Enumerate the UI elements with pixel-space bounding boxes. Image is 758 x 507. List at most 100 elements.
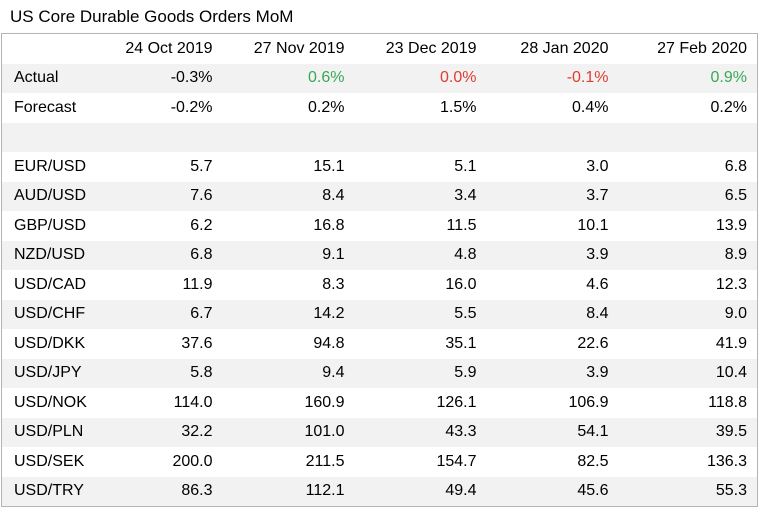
pair-label: NZD/USD [1,240,99,270]
pair-value: 14.2 [222,299,355,329]
pair-value: 4.8 [354,240,487,270]
forecast-value: -0.2% [170,98,213,116]
pair-value: 160.9 [304,393,345,411]
pair-value: 154.7 [436,452,477,470]
forecast-value: 0.4% [572,98,609,116]
pair-value: 86.3 [98,476,223,507]
column-header: 28 Jan 2020 [486,33,619,64]
forecast-value: 0.2% [710,98,747,116]
pair-value: 5.5 [354,299,487,329]
table-row: USD/SEK 200.0 211.5 154.7 82.5 136.3 [2,447,758,477]
pair-label: USD/TRY [1,476,99,507]
table-row: NZD/USD 6.8 9.1 4.8 3.9 8.9 [1,240,758,270]
pair-value: 6.7 [98,299,223,329]
header-row: 24 Oct 2019 27 Nov 2019 23 Dec 2019 28 J… [1,33,758,64]
pair-value: 5.9 [354,358,487,388]
pair-value: 106.9 [568,393,609,411]
pair-value: 9.1 [222,240,355,270]
pair-value: 3.7 [486,181,619,211]
spacer-cell [1,122,758,152]
pair-value: 136.3 [706,452,747,470]
pair-value: 4.6 [586,275,609,293]
page-title: US Core Durable Goods Orders MoM [10,7,294,26]
header-corner [1,33,99,64]
pair-value: 37.6 [181,334,213,352]
pair-label: USD/DKK [14,334,86,352]
column-header: 27 Feb 2020 [618,33,758,64]
pair-value: 200.0 [172,452,213,470]
pair-label: USD/SEK [14,452,85,470]
pair-value: 8.9 [618,240,758,270]
data-table: 24 Oct 2019 27 Nov 2019 23 Dec 2019 28 J… [1,33,758,507]
pair-value: 15.1 [313,157,345,175]
column-header: 23 Dec 2019 [354,33,487,64]
pair-value: 82.5 [577,452,609,470]
pair-value: 6.8 [724,157,747,175]
pair-value: 118.8 [708,393,747,411]
pair-value: 8.4 [222,181,355,211]
pair-value: 3.4 [354,181,487,211]
pair-value: 11.9 [182,275,213,293]
pair-value: 43.3 [354,417,487,447]
pair-label: AUD/USD [1,181,99,211]
pair-value: 8.3 [322,275,345,293]
pair-value: 45.6 [486,476,619,507]
table-row: USD/DKK 37.6 94.8 35.1 22.6 41.9 [2,329,758,359]
pair-value: 22.6 [577,334,609,352]
table-row: EUR/USD 5.7 15.1 5.1 3.0 6.8 [2,152,758,182]
pair-value: 114.0 [173,393,213,411]
pair-value: 126.1 [436,393,477,411]
actual-value: 0.0% [354,63,487,93]
pair-value: 3.9 [486,240,619,270]
actual-row: Actual -0.3% 0.6% 0.0% -0.1% 0.9% [1,63,758,93]
pair-value: 55.3 [618,476,758,507]
pair-value: 94.8 [313,334,345,352]
spacer-row [1,122,758,152]
table-row: USD/NOK 114.0 160.9 126.1 106.9 118.8 [2,388,758,418]
pair-value: 11.5 [446,216,477,234]
table-row: USD/TRY 86.3 112.1 49.4 45.6 55.3 [1,476,758,507]
table-row: USD/CHF 6.7 14.2 5.5 8.4 9.0 [1,299,758,329]
pair-value: 6.8 [98,240,223,270]
pair-value: 41.9 [715,334,747,352]
table-row: USD/JPY 5.8 9.4 5.9 3.9 10.4 [1,358,758,388]
actual-value: 0.6% [222,63,355,93]
pair-value: 10.4 [618,358,758,388]
pair-value: 5.8 [98,358,223,388]
table-row: GBP/USD 6.2 16.8 11.5 10.1 13.9 [2,211,758,241]
column-header: 27 Nov 2019 [222,33,355,64]
pair-value: 6.5 [618,181,758,211]
pair-value: 16.0 [445,275,477,293]
pair-value: 112.1 [222,476,355,507]
pair-label: USD/PLN [1,417,99,447]
pair-value: 3.9 [486,358,619,388]
actual-value: 0.9% [618,63,758,93]
pair-label: EUR/USD [14,157,87,175]
forecast-value: 1.5% [440,98,477,116]
pair-value: 49.4 [354,476,487,507]
pair-value: 12.3 [715,275,747,293]
forecast-row: Forecast -0.2% 0.2% 1.5% 0.4% 0.2% [2,93,758,123]
pair-value: 5.1 [454,157,477,175]
pair-value: 5.7 [190,157,213,175]
pair-value: 8.4 [486,299,619,329]
pair-value: 7.6 [98,181,223,211]
pair-value: 39.5 [618,417,758,447]
pair-value: 101.0 [222,417,355,447]
pair-label: GBP/USD [14,216,87,234]
pair-label: USD/NOK [14,393,87,411]
row-label: Forecast [14,98,77,116]
actual-value: -0.3% [98,63,223,93]
table-row: USD/CAD 11.9 8.3 16.0 4.6 12.3 [2,270,758,300]
actual-value: -0.1% [486,63,619,93]
pair-value: 9.0 [618,299,758,329]
pair-value: 35.1 [445,334,477,352]
pair-value: 9.4 [222,358,355,388]
row-label: Actual [1,63,99,93]
forecast-value: 0.2% [308,98,345,116]
pair-value: 10.1 [577,216,609,234]
column-header: 24 Oct 2019 [98,33,223,64]
pair-value: 6.2 [190,216,213,234]
pair-label: USD/JPY [1,358,99,388]
table-row: AUD/USD 7.6 8.4 3.4 3.7 6.5 [1,181,758,211]
